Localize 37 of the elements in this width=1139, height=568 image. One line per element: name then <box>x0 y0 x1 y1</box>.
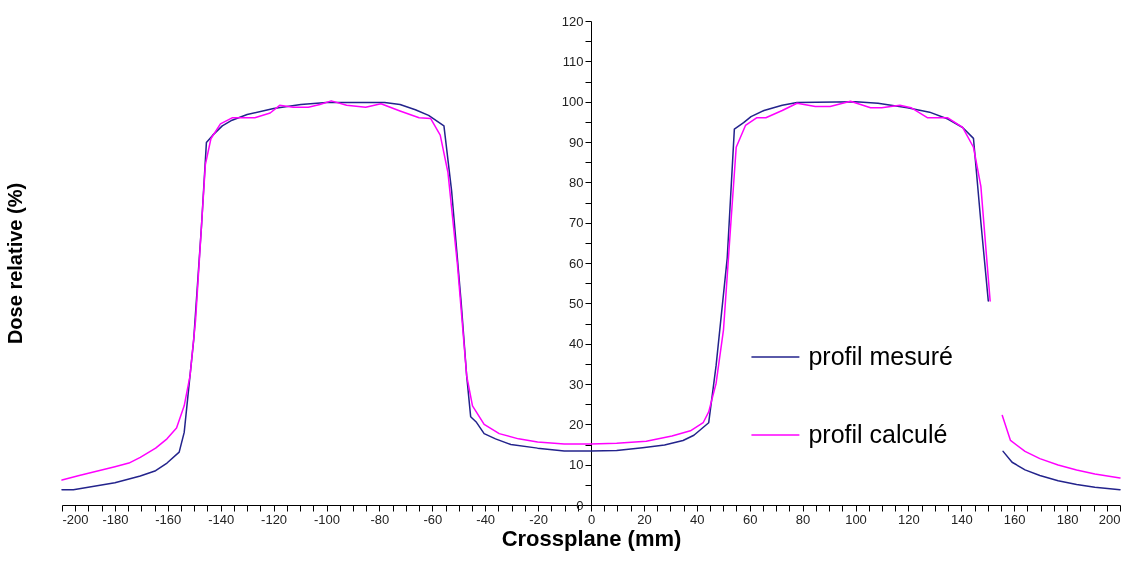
legend-label: profil calculé <box>808 419 948 448</box>
x-tick-label: 180 <box>1056 511 1079 527</box>
y-tick-label: 90 <box>569 134 584 150</box>
x-tick-label: 40 <box>690 511 705 527</box>
y-tick-label: 50 <box>569 295 584 311</box>
x-tick-label: -60 <box>423 511 443 527</box>
x-tick-label: -180 <box>102 511 129 527</box>
y-tick-label: 30 <box>569 376 584 392</box>
y-tick-label: 10 <box>569 457 584 473</box>
y-tick-label: 110 <box>562 53 584 69</box>
y-tick-label: 20 <box>569 416 584 432</box>
legend-label: profil mesuré <box>808 341 953 370</box>
x-tick-label: 120 <box>898 511 920 527</box>
x-tick-label: 80 <box>795 511 811 527</box>
x-tick-label: -160 <box>155 511 182 527</box>
y-tick-label: 60 <box>569 255 584 271</box>
x-tick-label: -200 <box>62 511 89 527</box>
x-tick-label: -120 <box>261 511 288 527</box>
x-tick-label: 20 <box>637 511 652 527</box>
y-tick-label: 120 <box>561 13 584 29</box>
x-tick-label: 200 <box>1098 511 1121 527</box>
y-tick-label: 100 <box>561 94 584 110</box>
x-tick-label: 140 <box>950 511 973 527</box>
y-axis-title: Dose relative (%) <box>3 182 26 345</box>
x-tick-label: 60 <box>742 511 758 527</box>
y-tick-label: 80 <box>569 174 584 190</box>
x-tick-label: -140 <box>208 511 235 527</box>
x-tick-label: 100 <box>845 511 867 527</box>
x-tick-label: -100 <box>313 511 341 527</box>
x-tick-label: 160 <box>1003 511 1026 527</box>
x-tick-label: -80 <box>370 511 390 527</box>
x-axis-title: Crossplane (mm) <box>501 525 682 551</box>
x-tick-label: -40 <box>476 511 496 527</box>
y-tick-label: 70 <box>569 215 584 231</box>
y-tick-label: 40 <box>569 336 584 352</box>
x-tick-label: 0 <box>587 511 596 527</box>
x-tick-label: -20 <box>529 511 548 527</box>
